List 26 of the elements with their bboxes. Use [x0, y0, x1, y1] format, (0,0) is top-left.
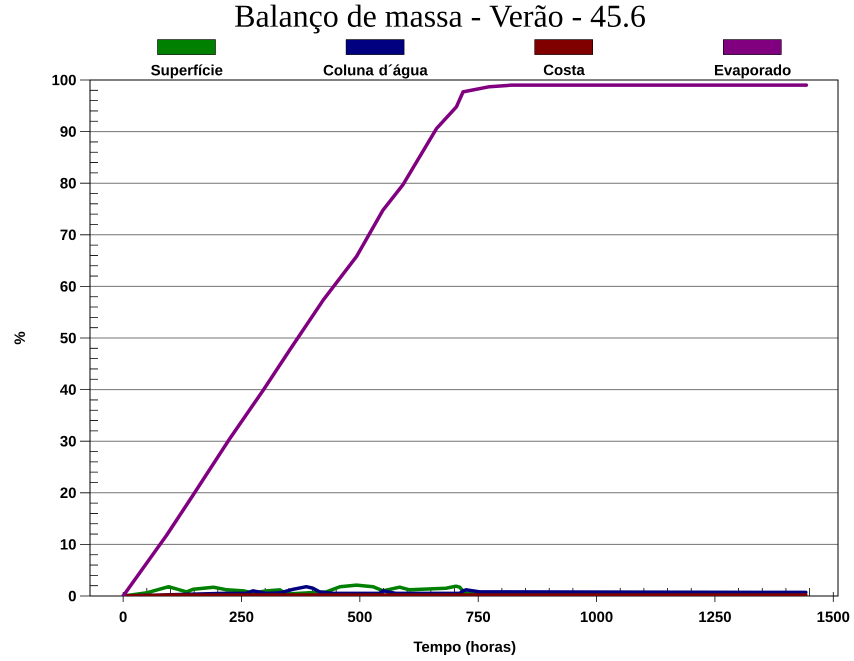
y-tick-label: 90	[60, 126, 76, 137]
x-tick-label: 500	[348, 612, 372, 622]
legend-label: Coluna d´água	[324, 64, 428, 78]
legend-label: Superfície	[151, 64, 222, 78]
chart-title: Balanço de massa - Verão - 45.6	[235, 4, 645, 34]
line-series	[121, 83, 808, 596]
legend-label: Costa	[544, 64, 585, 76]
x-tick-label: 0	[120, 612, 127, 622]
y-tick-label: 0	[68, 590, 76, 602]
y-tick-label: 20	[60, 488, 76, 498]
x-tick-label: 250	[230, 612, 254, 622]
y-tick-label: 100	[52, 74, 76, 86]
x-tick-label: 1500	[818, 612, 850, 622]
y-tick-label: 40	[60, 384, 76, 395]
x-axis-title: Tempo (horas)	[414, 641, 516, 655]
y-tick-label: 70	[60, 230, 76, 240]
y-tick-label: 30	[60, 436, 76, 447]
x-tick-label: 1250	[699, 612, 731, 622]
x-tick-label: 750	[466, 612, 490, 622]
legend-label: Evaporado	[714, 64, 791, 78]
y-tick-label: 80	[60, 178, 76, 188]
y-tick-label: 50	[60, 332, 76, 344]
y-tick-label: 60	[60, 281, 76, 292]
x-tick-label: 1000	[580, 612, 613, 622]
y-axis-title: %	[14, 332, 25, 344]
y-tick-label: 10	[60, 539, 76, 550]
